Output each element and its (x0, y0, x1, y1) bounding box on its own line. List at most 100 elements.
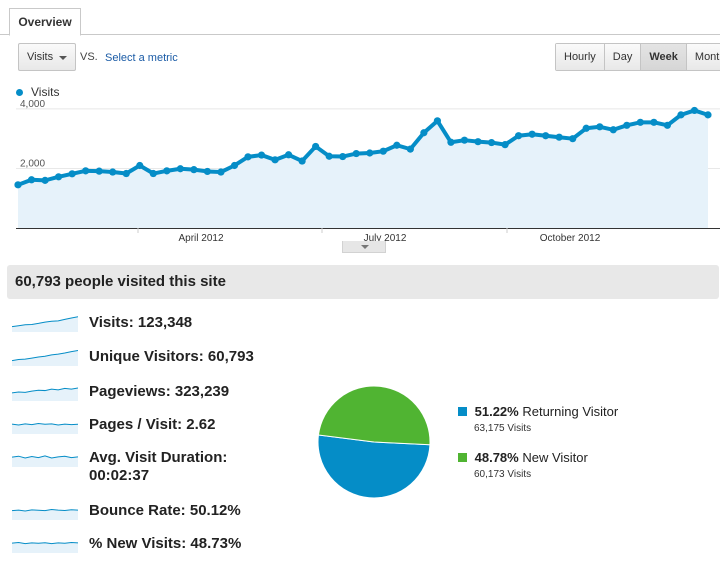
data-point[interactable] (284, 151, 293, 159)
data-point[interactable] (14, 181, 22, 189)
data-point[interactable] (41, 176, 49, 184)
data-point[interactable] (704, 111, 712, 119)
metric-pageviews[interactable]: Pageviews: 323,239 (12, 383, 229, 401)
data-point[interactable] (487, 138, 496, 147)
chart-resize-handle[interactable] (342, 241, 386, 253)
x-tick-label: July 2012 (364, 233, 407, 244)
data-point[interactable] (528, 130, 536, 138)
data-point[interactable] (136, 161, 144, 170)
data-point[interactable] (555, 133, 563, 141)
data-point[interactable] (298, 157, 306, 165)
data-point[interactable] (109, 168, 117, 176)
data-point[interactable] (663, 121, 672, 129)
data-point[interactable] (68, 170, 76, 178)
data-point[interactable] (176, 165, 184, 173)
select-metric-link[interactable]: Select a metric (105, 52, 178, 64)
data-point[interactable] (149, 169, 157, 178)
data-point[interactable] (163, 167, 171, 175)
metric-avg-visit-duration[interactable]: Avg. Visit Duration: 00:02:37 (12, 449, 227, 485)
returning-color-swatch (458, 407, 467, 416)
sparkline-line (12, 350, 78, 362)
data-point[interactable] (542, 132, 550, 140)
metric-label: Bounce Rate: 50.12% (89, 502, 241, 519)
week-button[interactable]: Week (641, 44, 687, 70)
data-point[interactable] (203, 167, 212, 176)
data-point[interactable] (190, 166, 198, 174)
data-point[interactable] (339, 152, 347, 161)
data-point[interactable] (596, 123, 604, 131)
data-point[interactable] (325, 152, 333, 160)
data-point[interactable] (690, 106, 699, 115)
metric-visits[interactable]: Visits: 123,348 (12, 314, 192, 332)
sparkline-new-visits (12, 542, 78, 553)
sparkline-line (12, 509, 78, 512)
hourly-button[interactable]: Hourly (556, 44, 605, 70)
data-point[interactable] (352, 149, 360, 158)
data-point[interactable] (312, 142, 320, 151)
metric-unique-visitors[interactable]: Unique Visitors: 60,793 (12, 348, 254, 366)
sparkline-line (12, 423, 78, 426)
data-point[interactable] (460, 136, 469, 144)
data-point[interactable] (474, 138, 482, 146)
data-point[interactable] (217, 168, 225, 176)
month-button[interactable]: Month (686, 44, 720, 70)
sparkline-area (12, 350, 78, 366)
metric-select-value: Visits (27, 51, 54, 63)
data-point[interactable] (82, 167, 90, 175)
data-point[interactable] (636, 118, 644, 126)
sparkline-area (12, 542, 78, 553)
data-point[interactable] (447, 138, 455, 146)
metric-new-visits[interactable]: % New Visits: 48.73% (12, 535, 241, 553)
data-point[interactable] (95, 167, 103, 175)
area-fill (18, 110, 708, 228)
sparkline-line (12, 455, 78, 459)
data-point[interactable] (406, 145, 414, 153)
sparkline-area (12, 388, 78, 401)
metric-label-line2: 00:02:37 (89, 467, 150, 484)
data-point[interactable] (257, 151, 266, 159)
new-label: New Visitor (522, 450, 588, 465)
metric-select[interactable]: Visits (18, 43, 76, 71)
data-point[interactable] (379, 147, 387, 155)
chevron-down-icon (59, 56, 67, 60)
vs-label: VS. (80, 51, 98, 63)
sparkline-pages-per-visit (12, 423, 78, 434)
data-point[interactable] (366, 149, 374, 157)
data-point[interactable] (27, 176, 36, 184)
series-line-visits (17, 108, 709, 187)
data-point[interactable] (122, 169, 130, 178)
data-point[interactable] (609, 126, 617, 134)
data-point[interactable] (433, 117, 442, 125)
tab-overview[interactable]: Overview (9, 8, 81, 36)
data-point[interactable] (420, 129, 428, 137)
new-color-swatch (458, 453, 467, 462)
granularity-toggle: Hourly Day Week Month (555, 43, 720, 71)
metric-bounce-rate[interactable]: Bounce Rate: 50.12% (12, 502, 241, 520)
data-point[interactable] (244, 153, 252, 161)
metric-pages-per-visit[interactable]: Pages / Visit: 2.62 (12, 416, 215, 434)
legend-dot-icon (16, 88, 23, 96)
metric-label: Pageviews: 323,239 (89, 383, 230, 400)
day-button[interactable]: Day (604, 44, 642, 70)
pie-legend-returning: 51.22% Returning Visitor 63,175 Visits (458, 404, 618, 434)
data-point[interactable] (271, 156, 279, 164)
data-point[interactable] (677, 111, 685, 119)
returning-label: Returning Visitor (522, 404, 619, 419)
pie-slice-new[interactable] (317, 385, 431, 446)
pie-slice-returning[interactable] (317, 434, 431, 499)
data-point[interactable] (514, 132, 523, 140)
new-visits: 60,173 Visits (474, 469, 532, 480)
data-point[interactable] (582, 124, 590, 132)
data-point[interactable] (230, 161, 239, 170)
sparkline-unique-visitors (12, 350, 78, 366)
data-point[interactable] (501, 141, 509, 149)
data-point[interactable] (650, 118, 658, 126)
data-point[interactable] (54, 173, 63, 181)
tab-bar: Overview (0, 0, 720, 36)
sparkline-line (12, 316, 78, 328)
data-point[interactable] (569, 135, 577, 143)
data-point[interactable] (623, 121, 631, 129)
sparkline-visits (12, 316, 78, 332)
sparkline-area (12, 509, 78, 520)
data-point[interactable] (393, 141, 401, 149)
